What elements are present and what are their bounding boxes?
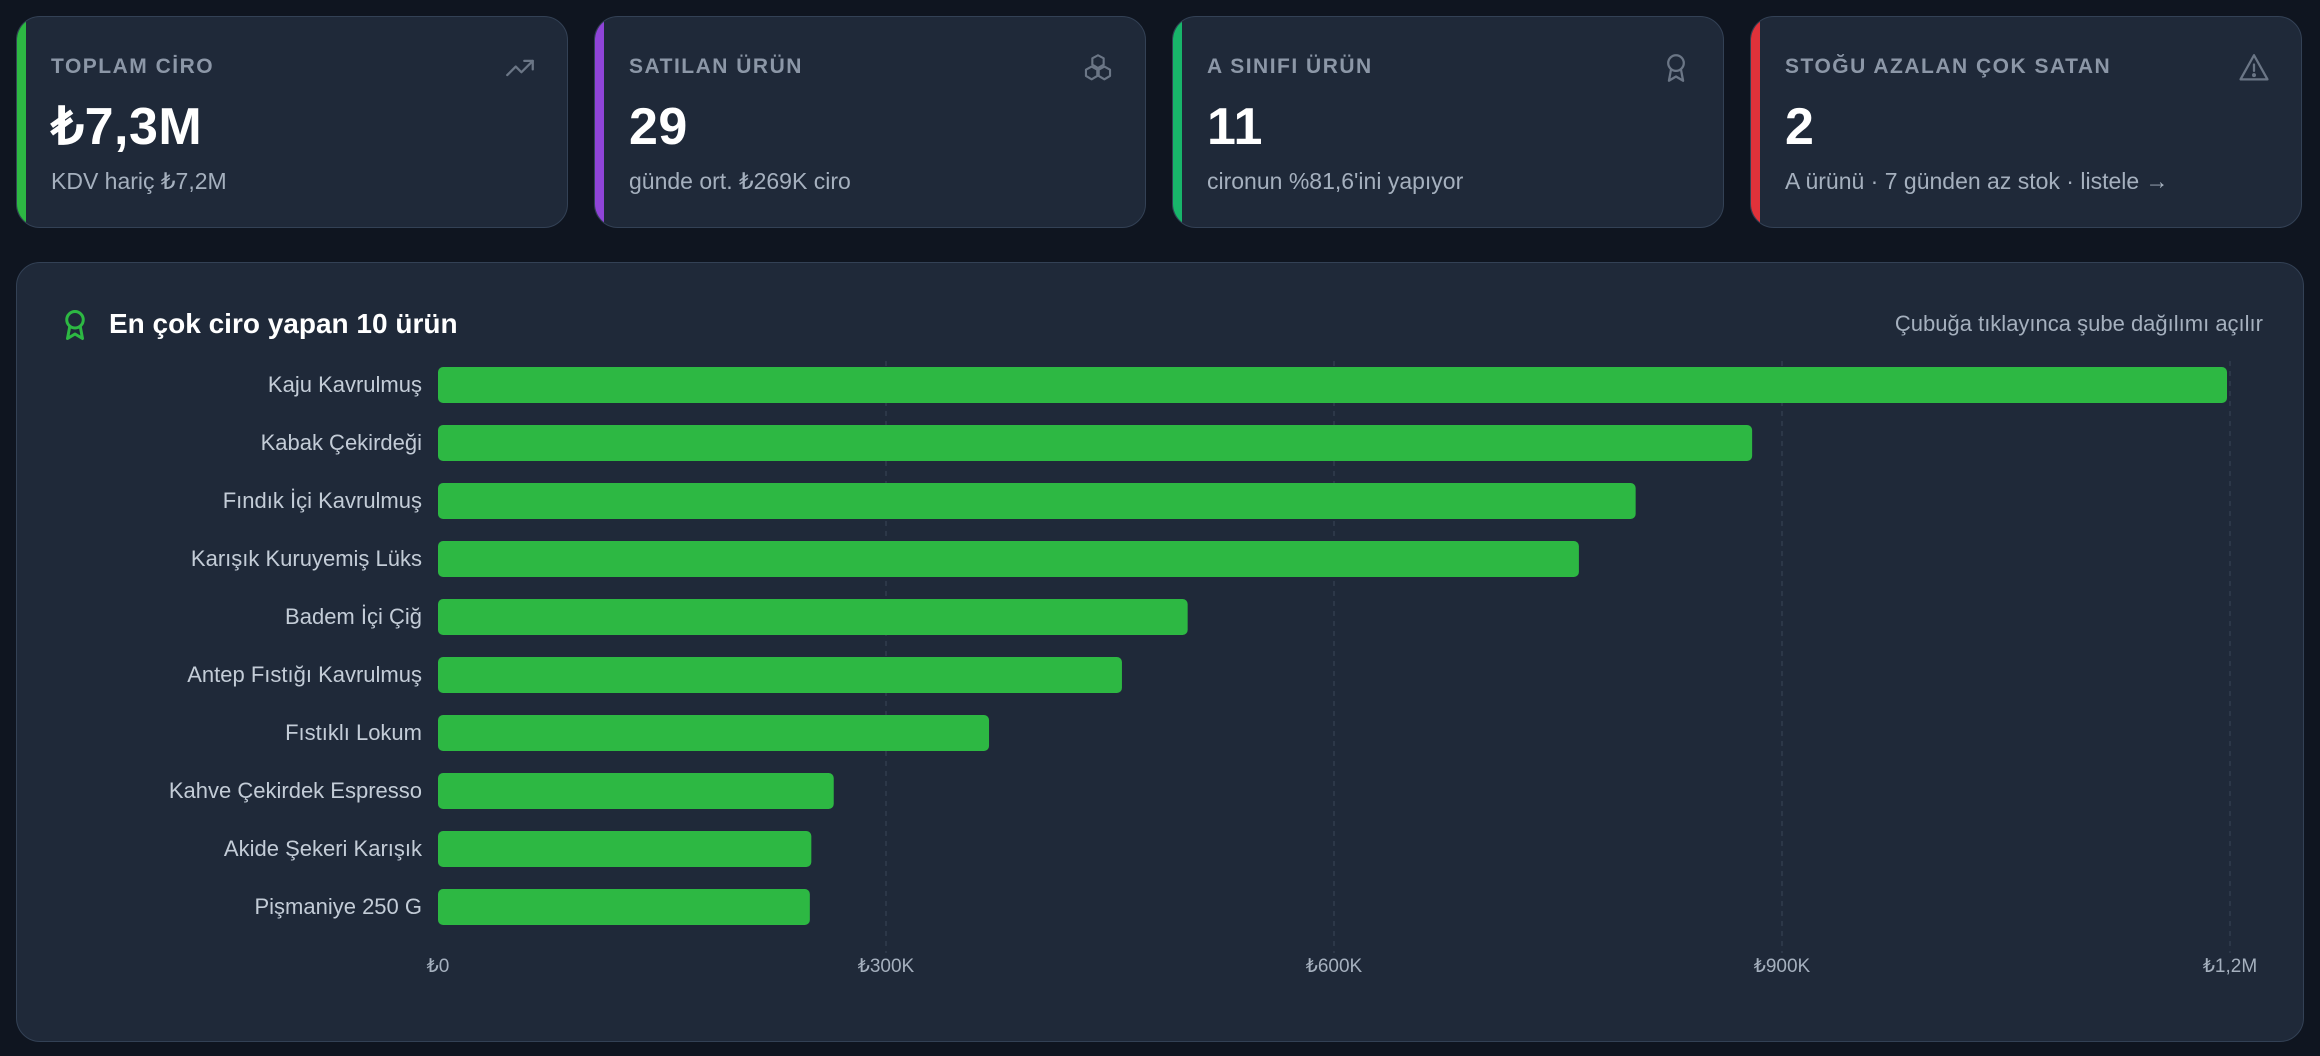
panel-title: En çok ciro yapan 10 ürün: [109, 308, 458, 339]
category-label: Karışık Kuruyemiş Lüks: [191, 546, 422, 571]
top-products-bar-chart: ₺0 ₺300K ₺600K ₺900K ₺1,2M Kaju Kavrulmuş Kaba…: [169, 361, 2257, 977]
category-label: Fıstıklı Lokum: [285, 720, 422, 745]
card-value: 11: [1207, 98, 1263, 156]
card-subtext: günde ort. ₺269K ciro: [629, 168, 851, 194]
card-accent: [17, 17, 26, 227]
x-tick-label: ₺0: [427, 956, 450, 977]
card-label: SATILAN ÜRÜN: [629, 55, 803, 78]
x-tick-label: ₺300K: [858, 956, 915, 977]
category-label: Kabak Çekirdeği: [261, 430, 422, 455]
card-label: A SINIFI ÜRÜN: [1207, 55, 1373, 78]
card-value: 29: [629, 98, 688, 156]
product-bar[interactable]: [438, 773, 834, 809]
category-label: Fındık İçi Kavrulmuş: [223, 488, 422, 513]
product-bar[interactable]: [438, 715, 990, 751]
kpi-cards: TOPLAM CİRO ₺7,3M KDV hariç ₺7,2M SATILA…: [16, 16, 2304, 230]
award-icon: [1659, 51, 1693, 85]
product-bar[interactable]: [438, 541, 1579, 577]
x-tick-label: ₺600K: [1306, 956, 1363, 977]
card-label: TOPLAM CİRO: [51, 55, 215, 78]
alert-triangle-icon: [2237, 51, 2271, 85]
category-label: Antep Fıstığı Kavrulmuş: [187, 662, 422, 687]
boxes-icon: [1081, 51, 1115, 85]
product-bar[interactable]: [438, 599, 1188, 635]
kpi-card-total-revenue: TOPLAM CİRO ₺7,3M KDV hariç ₺7,2M: [16, 16, 568, 228]
card-value: 2: [1785, 98, 1815, 156]
top-products-panel: En çok ciro yapan 10 ürün Çubuğa tıklayı…: [16, 262, 2304, 1042]
product-bar[interactable]: [438, 483, 1636, 519]
x-tick-label: ₺1,2M: [2203, 956, 2257, 977]
card-value: ₺7,3M: [51, 98, 203, 156]
card-accent: [595, 17, 604, 227]
category-label: Badem İçi Çiğ: [285, 604, 422, 629]
card-accent: [1173, 17, 1182, 227]
trending-up-icon: [503, 51, 537, 85]
category-label: Akide Şekeri Karışık: [224, 836, 423, 861]
product-bar[interactable]: [438, 425, 1753, 461]
product-bar[interactable]: [438, 889, 810, 925]
award-icon: [57, 306, 93, 344]
category-label: Kahve Çekirdek Espresso: [169, 778, 422, 803]
kpi-card-a-class-products: A SINIFI ÜRÜN 11 cironun %81,6'ini yapıy…: [1172, 16, 1724, 228]
product-bar[interactable]: [438, 367, 2228, 403]
card-subtext: KDV hariç ₺7,2M: [51, 168, 227, 194]
category-label: Kaju Kavrulmuş: [268, 372, 422, 397]
card-accent: [1751, 17, 1760, 227]
kpi-card-products-sold: SATILAN ÜRÜN 29 günde ort. ₺269K ciro: [594, 16, 1146, 228]
panel-hint: Çubuğa tıklayınca şube dağılımı açılır: [1894, 311, 2263, 336]
product-bar[interactable]: [438, 657, 1122, 693]
card-subtext-list-link[interactable]: A ürünü · 7 günden az stok · listele →: [1785, 168, 2169, 194]
card-label: STOĞU AZALAN ÇOK SATAN: [1785, 55, 2112, 78]
kpi-card-low-stock-bestsellers[interactable]: STOĞU AZALAN ÇOK SATAN 2 A ürünü · 7 gün…: [1750, 16, 2302, 228]
product-bar[interactable]: [438, 831, 812, 867]
card-subtext: cironun %81,6'ini yapıyor: [1207, 168, 1464, 194]
x-tick-label: ₺900K: [1754, 956, 1811, 977]
category-label: Pişmaniye 250 G: [254, 894, 422, 919]
